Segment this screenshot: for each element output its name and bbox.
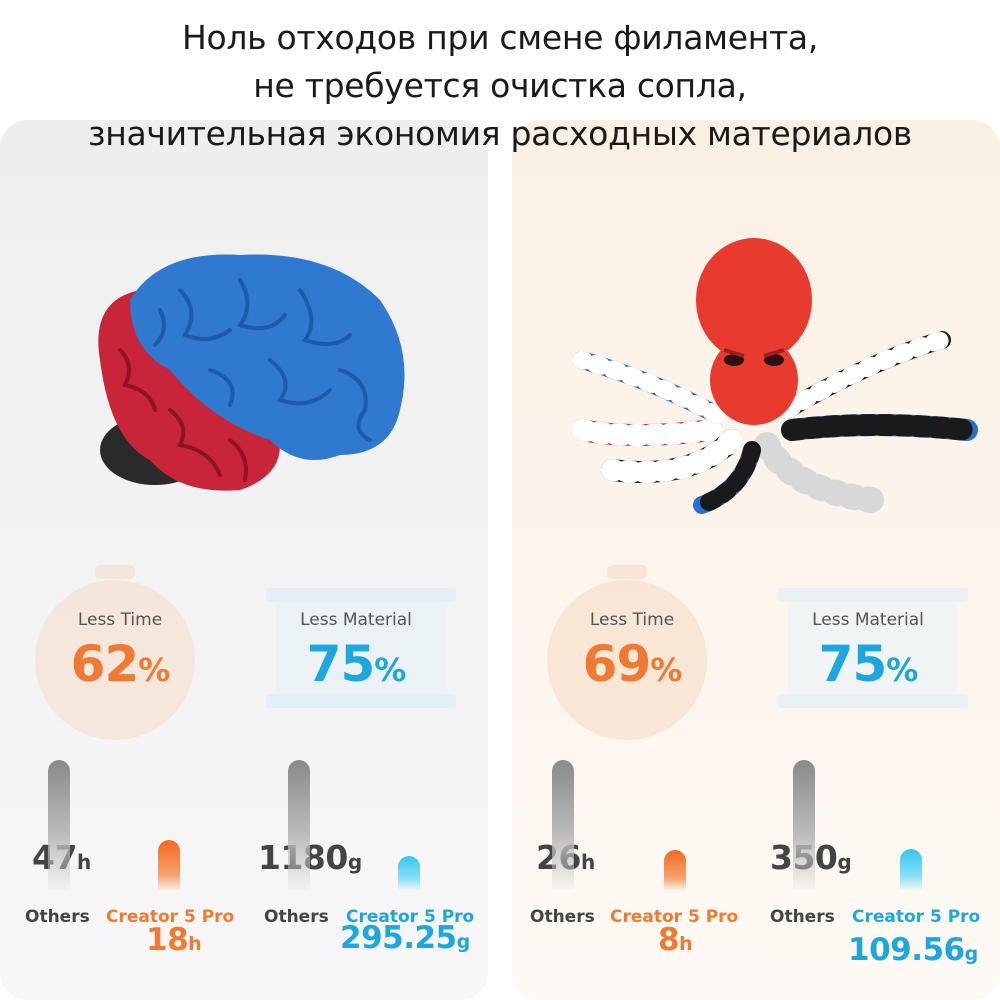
creator-material-bar <box>398 856 420 890</box>
headline-line-3: значительная экономия расходных материал… <box>87 114 913 153</box>
others-time-unit: h <box>76 850 91 874</box>
creator-material-number: 109.56 <box>848 932 965 968</box>
less-material-percent: 75% <box>236 635 476 693</box>
creator-material-number: 295.25 <box>340 920 457 956</box>
filament-spool-icon <box>266 588 456 708</box>
less-time-percent-unit: % <box>138 651 170 689</box>
less-material-percent-value: 75 <box>818 635 888 693</box>
headline: Ноль отходов при смене филамента, не тре… <box>0 14 1000 158</box>
creator-caption: Creator 5 Pro <box>346 907 475 927</box>
creator-material-value: 109.56g <box>848 932 978 968</box>
creator-material-value: 295.25g <box>340 920 470 956</box>
less-time-label: Less Time <box>589 610 675 630</box>
less-material-percent-unit: % <box>374 651 406 689</box>
filament-spool-icon <box>778 588 968 708</box>
creator-caption: Creator 5 Pro <box>106 907 235 927</box>
less-time-percent: 62% <box>0 635 240 693</box>
material-stat-octopus: Less Material 75% 350g 109.56g Others Cr… <box>748 120 988 968</box>
stopwatch-icon <box>547 565 707 740</box>
others-caption: Others <box>25 907 90 927</box>
creator-caption: Creator 5 Pro <box>852 907 981 927</box>
creator-time-number: 8 <box>658 922 680 958</box>
others-caption: Others <box>770 907 835 927</box>
time-stat-octopus: Less Time 69% 26h 8h Others Creator 5 Pr… <box>512 120 752 958</box>
less-material-percent: 75% <box>748 635 988 693</box>
less-material-label: Less Material <box>300 610 412 630</box>
creator-caption: Creator 5 Pro <box>610 907 739 927</box>
less-time-percent-unit: % <box>650 651 682 689</box>
comparison-panel-octopus: Less Time 69% 26h 8h Others Creator 5 Pr… <box>512 120 1000 1000</box>
brain-model-icon <box>98 254 405 491</box>
creator-time-number: 18 <box>146 922 189 958</box>
creator-material-unit: g <box>456 931 471 953</box>
creator-material-bar <box>900 849 922 890</box>
less-material-percent-value: 75 <box>306 635 376 693</box>
others-time-unit: h <box>580 850 595 874</box>
stopwatch-icon <box>35 565 195 740</box>
less-material-label: Less Material <box>812 610 924 630</box>
creator-time-value: 8h <box>658 922 693 958</box>
creator-material-unit: g <box>964 943 979 965</box>
time-stat-brain: Less Time 62% 47h 18h Others Creator 5 P… <box>0 120 240 958</box>
others-material-unit: g <box>347 850 362 874</box>
less-time-percent-value: 62 <box>70 635 140 693</box>
creator-time-bar <box>664 850 686 890</box>
creator-time-value: 18h <box>146 922 202 958</box>
material-stat-brain: Less Material 75% 1180g 295.25g Others C… <box>236 120 476 956</box>
others-material-unit: g <box>837 850 852 874</box>
others-caption: Others <box>530 907 595 927</box>
creator-time-unit: h <box>679 933 693 955</box>
others-time-bar <box>48 760 70 890</box>
others-material-bar <box>793 760 815 890</box>
others-material-bar <box>288 760 310 890</box>
creator-time-bar <box>158 840 180 890</box>
headline-line-1: Ноль отходов при смене филамента, <box>181 18 819 57</box>
headline-line-2: не требуется очистка сопла, <box>253 66 747 105</box>
less-time-label: Less Time <box>77 610 163 630</box>
octopus-model-icon <box>571 238 978 514</box>
comparison-panel-brain: Less Time 62% 47h 18h Others Creator 5 P… <box>0 120 488 1000</box>
others-time-bar <box>552 760 574 890</box>
less-time-percent: 69% <box>512 635 752 693</box>
less-material-percent-unit: % <box>886 651 918 689</box>
others-caption: Others <box>264 907 329 927</box>
creator-time-unit: h <box>188 933 202 955</box>
less-time-percent-value: 69 <box>582 635 652 693</box>
